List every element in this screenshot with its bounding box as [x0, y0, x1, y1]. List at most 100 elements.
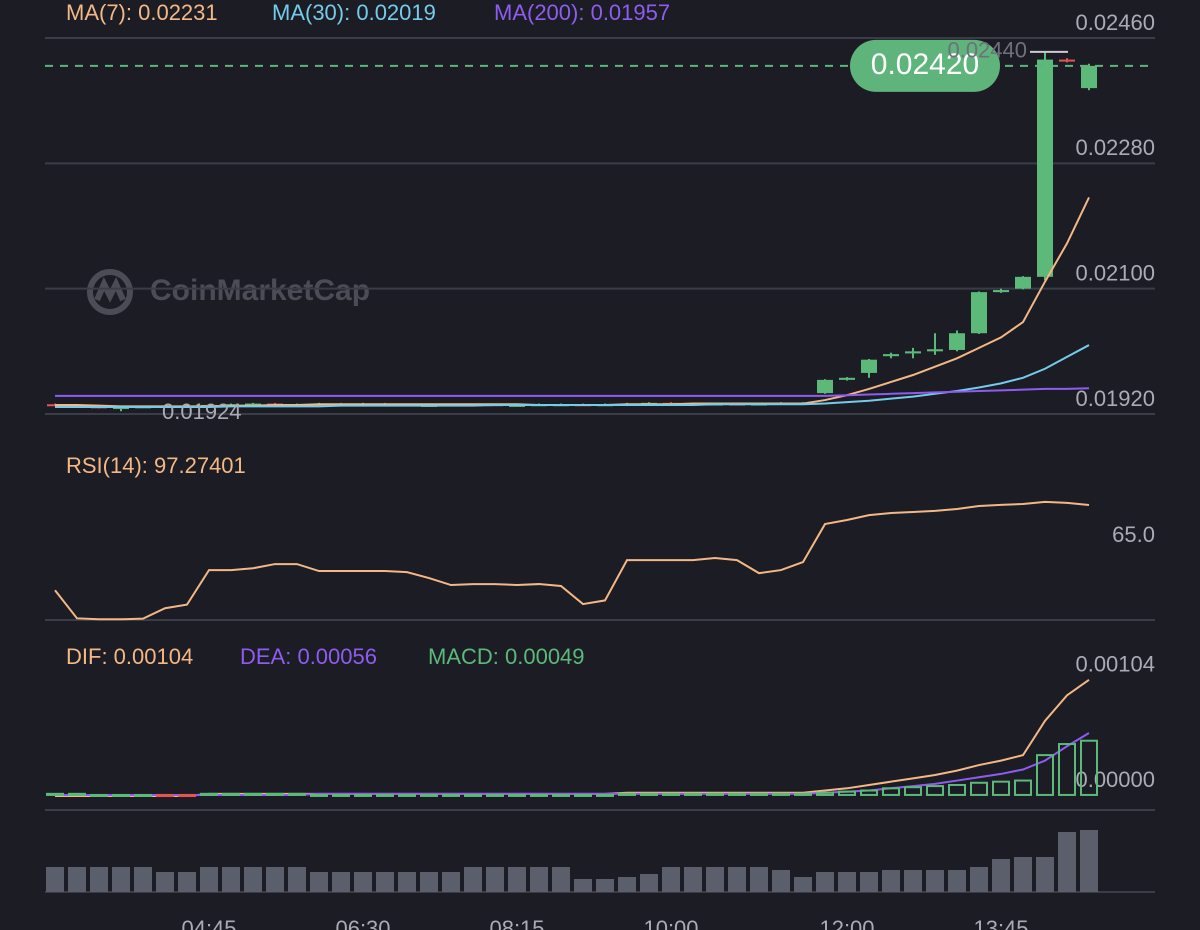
y-tick-label: 0.00104: [1075, 652, 1155, 677]
x-tick-label: 04:45: [181, 916, 236, 930]
legend-entry: DIF: 0.00104: [66, 644, 193, 669]
macd-bar: [750, 792, 768, 796]
macd-bar: [68, 792, 86, 796]
volume-bar: [882, 870, 900, 892]
volume-bar: [332, 872, 350, 892]
legend-entry: MA(7): 0.02231: [66, 0, 218, 25]
macd-bar: [244, 792, 262, 796]
candle-body: [839, 377, 855, 380]
volume-bar: [728, 867, 746, 892]
volume-bar: [90, 867, 108, 892]
candle-body: [1059, 59, 1075, 62]
volume-bar: [68, 867, 86, 892]
volume-bar: [376, 872, 394, 892]
ma-line: [55, 344, 1090, 409]
legend-entry: MA(200): 0.01957: [494, 0, 670, 25]
x-tick-label: 12:00: [819, 916, 874, 930]
macd-bar: [552, 793, 570, 797]
macd-bar: [838, 790, 856, 796]
macd-bar: [1058, 743, 1076, 796]
volume-bar: [992, 859, 1010, 892]
y-tick-label: 0.02100: [1075, 260, 1155, 285]
macd-bar: [970, 781, 988, 796]
macd-bar: [728, 792, 746, 796]
x-tick-label: 08:15: [489, 916, 544, 930]
macd-bar: [684, 792, 702, 796]
macd-bar: [618, 792, 636, 796]
candle-body: [245, 403, 261, 406]
macd-bar: [706, 792, 724, 796]
macd-bar: [926, 785, 944, 796]
candle-body: [1015, 276, 1031, 289]
volume-bar: [618, 877, 636, 892]
volume-bar: [200, 867, 218, 892]
macd-bar: [948, 783, 966, 796]
macd-bar: [46, 792, 64, 796]
volume-bar: [222, 867, 240, 892]
last-price-pill: [850, 39, 1000, 92]
low-label: 0.01924: [162, 399, 242, 424]
x-tick-label: 10:00: [643, 916, 698, 930]
macd-bar: [882, 787, 900, 796]
watermark: CoinMarketCap: [150, 274, 370, 307]
candle-body: [817, 379, 833, 394]
volume-bar: [926, 870, 944, 892]
volume-bar: [750, 867, 768, 892]
volume-bar: [662, 867, 680, 892]
volume-bar: [816, 872, 834, 892]
candle-body: [883, 354, 899, 357]
macd-bar: [596, 793, 614, 797]
macd-bar: [156, 793, 174, 798]
macd-bar: [1014, 779, 1032, 796]
macd-bar: [112, 793, 130, 797]
macd-bar: [904, 786, 922, 796]
candle-body: [927, 349, 943, 352]
legend-entry: MA(30): 0.02019: [272, 0, 436, 25]
volume-bar: [552, 867, 570, 892]
macd-bar: [1036, 754, 1054, 796]
volume-bar: [574, 879, 592, 892]
volume-bar: [1058, 832, 1076, 892]
macd-bar: [772, 792, 790, 796]
macd-bar: [332, 793, 350, 797]
macd-bar: [288, 792, 306, 796]
y-tick-label: 0.02280: [1075, 135, 1155, 160]
volume-bar: [508, 867, 526, 892]
macd-bar: [354, 793, 372, 797]
volume-bar: [948, 870, 966, 892]
candle-body: [1081, 65, 1097, 89]
candle-body: [971, 292, 987, 334]
legend-entry: MACD: 0.00049: [428, 644, 585, 669]
macd-bar: [860, 789, 878, 796]
volume-bar: [134, 867, 152, 892]
x-tick-label: 13:45: [973, 916, 1028, 930]
macd-bar: [992, 780, 1010, 796]
volume-bar: [46, 867, 64, 892]
volume-bar: [354, 872, 372, 892]
volume-bar: [706, 867, 724, 892]
volume-bar: [288, 867, 306, 892]
y-tick-label: 0.01920: [1075, 386, 1155, 411]
macd-bar: [398, 793, 416, 797]
macd-bar: [794, 792, 812, 796]
volume-bar: [684, 867, 702, 892]
macd-bar: [266, 792, 284, 796]
volume-bar: [970, 867, 988, 892]
volume-bar: [530, 867, 548, 892]
macd-bar: [90, 793, 108, 797]
macd-bar: [530, 793, 548, 797]
y-tick-label: 65.0: [1112, 522, 1155, 547]
macd-bar: [178, 793, 196, 798]
high-label: 0.02440: [947, 38, 1027, 63]
volume-bar: [464, 867, 482, 892]
macd-bar: [376, 793, 394, 797]
volume-bar: [596, 879, 614, 892]
macd-bar: [486, 793, 504, 797]
ma-line: [55, 387, 1090, 397]
macd-bar: [310, 793, 328, 797]
volume-bar: [838, 872, 856, 892]
volume-bar: [904, 870, 922, 892]
volume-bar: [244, 867, 262, 892]
